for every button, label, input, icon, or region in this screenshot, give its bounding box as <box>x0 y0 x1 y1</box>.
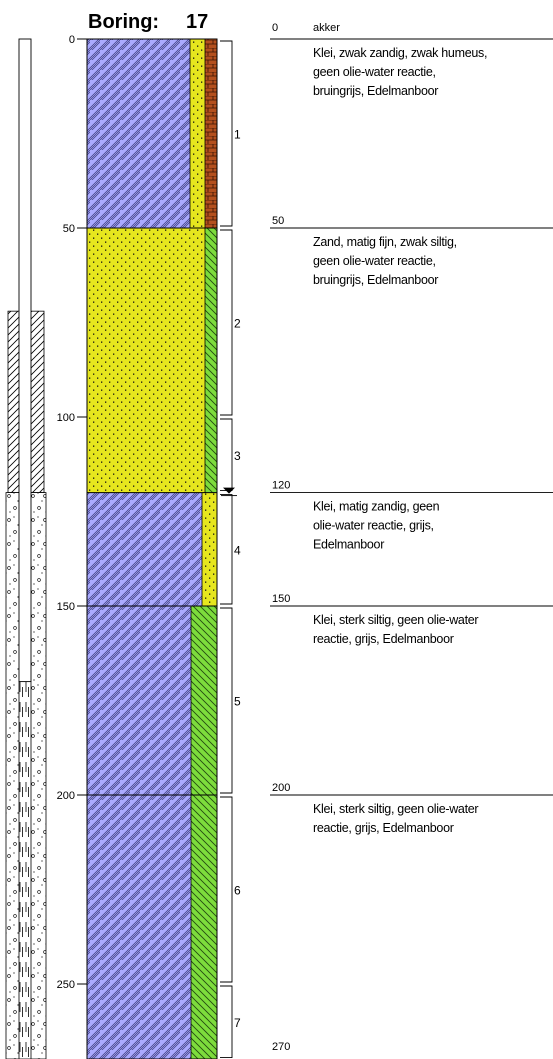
filter-screen <box>18 681 32 1059</box>
groundwater-level <box>221 487 237 497</box>
sample-label: 1 <box>234 128 241 142</box>
groundwater-icon <box>223 487 235 494</box>
description-line: olie-water reactie, grijs, <box>313 519 434 533</box>
sample-label: 5 <box>234 695 241 709</box>
layer-side-silt <box>191 795 217 1059</box>
layer-main-klei <box>87 606 191 795</box>
axis-tick-label: 100 <box>57 412 75 424</box>
top-note: akker <box>313 22 340 34</box>
sample-label: 4 <box>234 543 241 557</box>
layer-side-silt <box>205 228 217 493</box>
description-line: Klei, zwak zandig, zwak humeus, <box>313 46 487 60</box>
description-line: geen olie-water reactie, <box>313 65 436 79</box>
description-line: reactie, grijs, Edelmanboor <box>313 821 454 835</box>
layer-main-klei <box>87 795 191 1059</box>
description-line: geen olie-water reactie, <box>313 254 436 268</box>
sample-intervals: 1 2 3 4 5 6 7 <box>220 40 241 1059</box>
description-line: Edelmanboor <box>313 538 384 552</box>
layer-descriptions: 0 akker Klei, zwak zandig, zwak humeus, gee… <box>270 22 553 1053</box>
description-line: Klei, sterk siltig, geen olie-water <box>313 613 478 627</box>
well-construction <box>5 38 47 1059</box>
sample-label: 2 <box>234 317 241 331</box>
soil-column <box>86 38 218 1059</box>
sample-label: 7 <box>234 1016 241 1030</box>
layer-side-zand <box>202 492 217 606</box>
sample-label: 3 <box>234 449 241 463</box>
title-label: Boring: <box>88 11 159 33</box>
depth-label: 150 <box>272 593 290 605</box>
axis-tick-label: 250 <box>57 979 75 991</box>
column-outline <box>86 38 218 1059</box>
depth-label: 0 <box>272 22 278 34</box>
layer-extra-humus <box>205 39 217 228</box>
sample-bracket <box>220 985 233 1059</box>
layer-side-zand <box>190 39 205 228</box>
description-line: Zand, matig fijn, zwak siltig, <box>313 235 457 249</box>
description-line: bruingrijs, Edelmanboor <box>313 84 438 98</box>
description-line: Klei, matig zandig, geen <box>313 500 440 514</box>
layer-side-silt <box>191 606 217 795</box>
axis-tick-label: 200 <box>57 790 75 802</box>
sample-bracket <box>220 494 233 605</box>
depth-label: 120 <box>272 480 290 492</box>
boring-number: 17 <box>186 11 208 33</box>
sample-bracket <box>220 40 233 227</box>
sample-bracket <box>220 796 233 983</box>
axis-tick-label: 150 <box>57 601 75 613</box>
layer-main-klei <box>87 492 202 606</box>
layer-main-zand <box>87 228 205 493</box>
description-line: bruingrijs, Edelmanboor <box>313 273 438 287</box>
description-line: reactie, grijs, Edelmanboor <box>313 632 454 646</box>
bottom-depth-label: 270 <box>272 1041 290 1053</box>
sample-bracket <box>220 418 233 492</box>
depth-label: 50 <box>272 215 284 227</box>
axis-tick-label: 0 <box>69 34 75 46</box>
depth-label: 200 <box>272 782 290 794</box>
layer-main-klei <box>87 39 190 228</box>
description-line: Klei, sterk siltig, geen olie-water <box>313 802 478 816</box>
depth-axis: 0 50 100 150 200 250 <box>57 34 87 991</box>
sample-bracket <box>220 229 233 416</box>
sample-label: 6 <box>234 884 241 898</box>
well-pipe <box>18 38 32 683</box>
sample-bracket <box>220 607 233 794</box>
axis-tick-label: 50 <box>63 223 75 235</box>
